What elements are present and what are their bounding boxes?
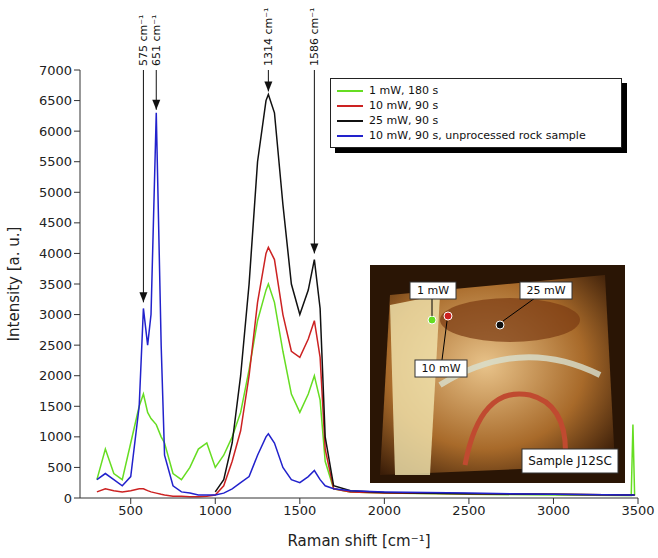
svg-text:7000: 7000 — [39, 63, 72, 78]
svg-text:4500: 4500 — [39, 215, 72, 230]
svg-text:4000: 4000 — [39, 246, 72, 261]
svg-text:500: 500 — [47, 460, 72, 475]
svg-text:3500: 3500 — [621, 503, 654, 518]
svg-text:2000: 2000 — [368, 503, 401, 518]
svg-text:Intensity [a. u.]: Intensity [a. u.] — [5, 227, 23, 342]
svg-text:1500: 1500 — [283, 503, 316, 518]
svg-text:6000: 6000 — [39, 124, 72, 139]
svg-text:2000: 2000 — [39, 368, 72, 383]
html-text:10 mW, 90 s, unprocessed rock: 10 mW, 90 s, unprocessed rock sample — [369, 129, 586, 142]
svg-text:3000: 3000 — [39, 307, 72, 322]
svg-text:5000: 5000 — [39, 185, 72, 200]
svg-text:25 mW: 25 mW — [526, 284, 565, 297]
html-text:1 mW, 180 s: 1 mW, 180 s — [369, 84, 439, 97]
svg-text:1500: 1500 — [39, 399, 72, 414]
svg-text:10 mW: 10 mW — [421, 362, 460, 375]
svg-text:575 cm⁻¹: 575 cm⁻¹ — [137, 15, 150, 66]
svg-text:1000: 1000 — [199, 503, 232, 518]
svg-text:500: 500 — [118, 503, 143, 518]
svg-text:3500: 3500 — [39, 277, 72, 292]
svg-text:Raman shift [cm⁻¹]: Raman shift [cm⁻¹] — [287, 532, 430, 550]
svg-text:2500: 2500 — [39, 338, 72, 353]
svg-text:5500: 5500 — [39, 154, 72, 169]
svg-text:6500: 6500 — [39, 93, 72, 108]
svg-text:651 cm⁻¹: 651 cm⁻¹ — [150, 15, 163, 66]
svg-text:2500: 2500 — [452, 503, 485, 518]
svg-text:Sample J12SC: Sample J12SC — [528, 454, 612, 468]
html-text:25 mW, 90 s: 25 mW, 90 s — [369, 114, 439, 127]
svg-text:0: 0 — [64, 491, 72, 506]
svg-text:3000: 3000 — [537, 503, 570, 518]
svg-text:1 mW: 1 mW — [417, 284, 449, 297]
svg-text:1586 cm⁻¹: 1586 cm⁻¹ — [308, 8, 321, 66]
svg-text:1000: 1000 — [39, 429, 72, 444]
html-text:10 mW, 90 s: 10 mW, 90 s — [369, 99, 439, 112]
svg-text:1314 cm⁻¹: 1314 cm⁻¹ — [262, 8, 275, 66]
